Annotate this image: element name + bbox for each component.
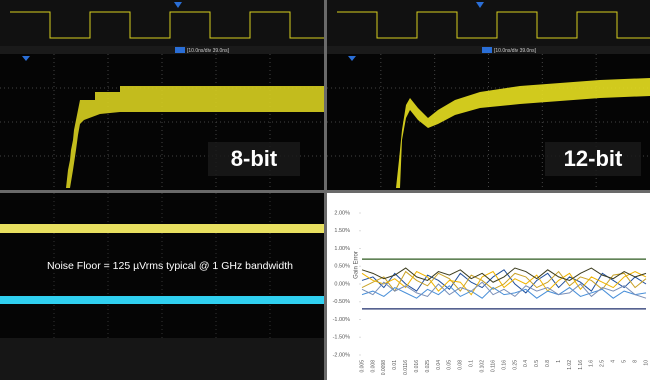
status-bar [0,46,324,54]
overview-wave [337,11,650,39]
x-tick-label: 0.01 [392,360,398,370]
x-tick-label: 0.08 [458,360,464,370]
waveform-12bit [396,78,650,188]
x-tick-label: 0.4 [523,360,529,367]
series-line [361,281,647,299]
measurement-table [0,338,324,380]
trigger-marker [22,56,30,61]
series-line [361,269,647,294]
y-axis-title: Gain Error [354,251,360,279]
x-tick-label: 0.04 [436,360,442,370]
series-line [361,267,647,283]
x-tick-label: 2.5 [600,360,606,367]
noise-trace-cyan [0,296,324,304]
y-tick-label: 1.50% [334,228,350,234]
resolution-label: 8-bit [231,146,278,171]
series-line [361,270,647,293]
x-tick-label: 1.6 [589,360,595,367]
trigger-marker [476,2,484,8]
timebase-icon [482,47,492,53]
y-tick-label: 2.00% [334,210,350,216]
timebase-label: [10.0ns/div 39.0ns] [494,48,537,54]
x-tick-label: 0.005 [359,360,365,373]
x-tick-label: 0.05 [447,360,453,370]
trigger-marker [174,2,182,8]
x-tick-label: 0.008 [370,360,376,373]
overview-strip [0,0,324,46]
waveform-8bit [66,86,324,188]
x-tick-label: 0.5 [534,360,540,367]
y-tick-label: -2.00% [333,352,351,358]
x-tick-label: 0.116 [490,360,496,372]
divider [0,190,650,193]
label-box [545,142,641,176]
y-tick-label: -0.50% [333,299,351,305]
noise-caption: Noise Floor = 125 µVrms typical @ 1 GHz … [47,260,293,272]
x-tick-label: 5 [621,360,627,363]
x-tick-label: 1.16 [578,360,584,370]
x-tick-label: 0.25 [512,360,518,370]
x-tick-label: 1 [556,360,562,363]
x-tick-label: 0.102 [479,360,485,373]
series-line [361,270,647,296]
label-box [208,142,300,176]
y-tick-label: -1.50% [333,335,351,341]
timebase-icon [175,47,185,53]
x-tick-label: 0.0116 [403,360,409,375]
x-tick-label: 1.02 [567,360,573,370]
trigger-marker [348,56,356,61]
resolution-label: 12-bit [564,146,623,171]
x-tick-label: 0.1 [469,360,475,367]
x-tick-label: 0.025 [425,360,431,373]
x-tick-label: 0.016 [414,360,420,373]
x-tick-label: 0.16 [501,360,507,370]
noise-trace-yellow [0,224,324,233]
x-tick-label: 10 [643,360,649,366]
x-tick-label: 0.0098 [381,360,387,376]
overview-wave [10,11,324,39]
timebase-label: [10.0ns/div 39.0ns] [187,48,230,54]
y-tick-label: 0.50% [334,264,350,270]
x-tick-label: 0.8 [545,360,551,367]
y-tick-label: 1.00% [334,246,350,252]
x-tick-label: 8 [632,360,638,363]
chart-panel [327,193,650,380]
y-tick-label: 0.00% [334,281,350,287]
overview-strip [327,0,650,46]
x-tick-label: 4 [611,360,617,363]
y-tick-label: -1.00% [333,317,351,323]
